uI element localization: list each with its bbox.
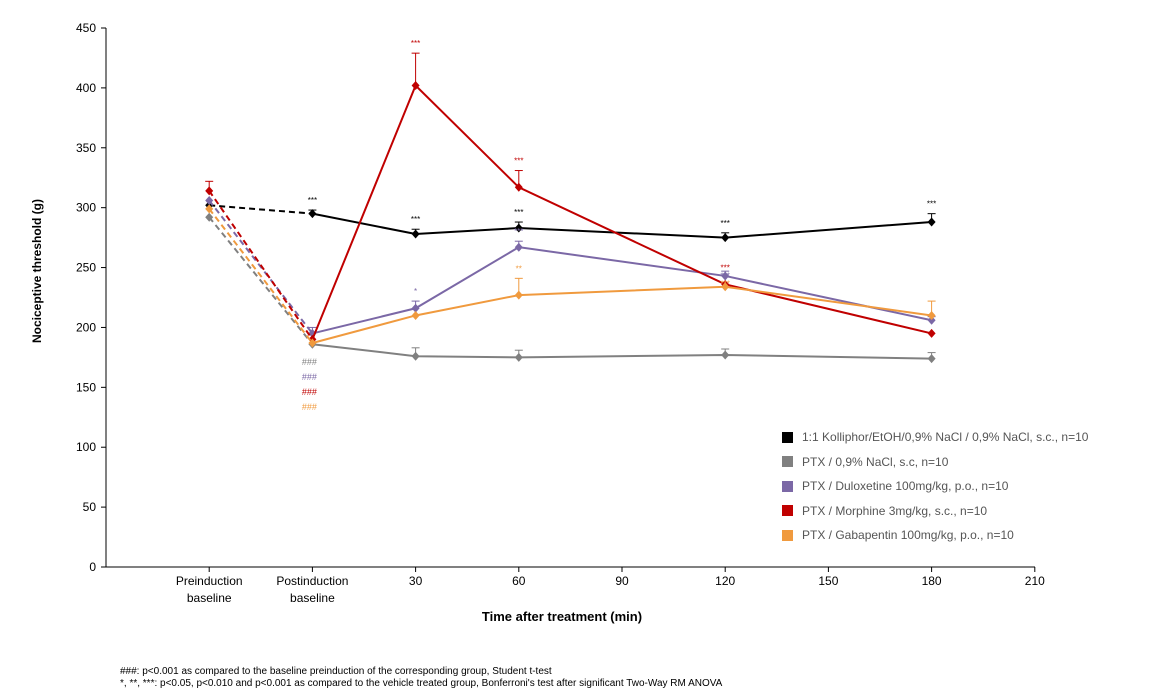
significance-marker: * [414,287,417,296]
x-tick-label: 210 [1025,574,1045,588]
hash-marker: ### [302,402,317,412]
hash-marker: ### [302,387,317,397]
data-point-marker [721,282,730,292]
data-point-marker [927,315,936,325]
data-point-marker [514,290,523,300]
significance-marker: *** [721,219,730,228]
data-point-marker [927,217,936,227]
data-point-marker [514,242,523,252]
data-point-marker [205,212,214,222]
y-tick-label: 100 [76,440,96,454]
series-dashed-segment [208,208,314,344]
data-point-marker [721,233,730,243]
legend-swatch [782,505,793,517]
data-point-marker [927,328,936,338]
series-dashed-segment [208,190,314,340]
y-tick-label: 250 [76,261,96,275]
legend-label: 1:1 Kolliphor/EtOH/0,9% NaCl / 0,9% NaCl… [802,430,1089,445]
y-tick-label: 400 [76,81,96,95]
significance-marker: ** [516,264,522,273]
series-dashed-segment [208,199,314,335]
y-tick-label: 450 [76,21,96,35]
significance-marker: *** [721,271,730,280]
legend-swatch [782,431,793,443]
x-tick-label: 120 [715,574,735,588]
y-tick-label: 50 [83,500,97,514]
data-point-marker [927,310,936,320]
x-tick-label: Postinduction baseline [276,574,348,605]
legend-item: PTX / Duloxetine 100mg/kg, p.o., n=10 [782,474,1088,499]
significance-marker: *** [514,157,523,166]
legend-item: 1:1 Kolliphor/EtOH/0,9% NaCl / 0,9% NaCl… [782,425,1088,450]
legend-label: PTX / Gabapentin 100mg/kg, p.o., n=10 [802,528,1014,543]
data-point-marker [411,303,420,313]
significance-marker: *** [927,200,936,209]
legend-label: PTX / Duloxetine 100mg/kg, p.o., n=10 [802,479,1009,494]
legend-swatch [782,456,793,468]
hash-marker: ### [302,357,317,367]
significance-marker: *** [721,279,730,288]
data-point-marker [308,338,317,348]
legend-swatch [782,529,793,541]
significance-marker: *** [514,208,523,217]
x-tick-label: 180 [922,574,942,588]
x-ticks: Preinduction baseline Postinduction baselin… [176,567,1045,605]
data-point-marker [205,195,214,205]
y-ticks: 0 50 100 150 200 250 300 350 400 450 [76,21,106,574]
x-tick-label: 60 [512,574,526,588]
legend: 1:1 Kolliphor/EtOH/0,9% NaCl / 0,9% NaCl… [782,425,1088,548]
data-point-marker [205,204,214,214]
series-line [312,285,932,344]
x-tick-label: 90 [615,574,629,588]
significance-marker: *** [411,215,420,224]
legend-item: PTX / 0,9% NaCl, s.c, n=10 [782,450,1088,475]
x-tick-label: Preinduction baseline [176,574,243,605]
y-axis-label: Nociceptive threshold (g) [30,199,44,343]
y-tick-label: 200 [76,320,96,334]
data-point-marker [411,229,420,239]
significance-marker: *** [308,196,317,205]
series-line [312,212,932,239]
plot-area: *************************** *********####… [205,39,936,412]
data-point-marker [514,182,523,192]
data-point-marker [205,186,214,196]
significance-marker: *** [411,39,420,48]
legend-item: PTX / Gabapentin 100mg/kg, p.o., n=10 [782,523,1088,548]
significance-marker: *** [721,263,730,272]
series-line [312,343,932,360]
series-dashed-segment [209,204,313,215]
legend-label: PTX / 0,9% NaCl, s.c, n=10 [802,454,949,469]
data-point-marker [721,271,730,281]
footnote-stars: *, **, ***: p<0.05, p<0.010 and p<0.001 … [120,678,723,689]
data-point-marker [721,350,730,360]
y-tick-label: 350 [76,141,96,155]
legend-item: PTX / Morphine 3mg/kg, s.c., n=10 [782,499,1088,524]
data-point-marker [411,310,420,320]
data-point-marker [411,80,420,90]
legend-label: PTX / Morphine 3mg/kg, s.c., n=10 [802,503,988,518]
y-tick-label: 0 [89,560,96,574]
data-point-marker [927,354,936,364]
y-tick-label: 150 [76,380,96,394]
series-dashed-segment [208,216,314,345]
x-axis-label: Time after treatment (min) [482,609,642,624]
data-point-marker [514,223,523,233]
y-tick-label: 300 [76,201,96,215]
x-tick-label: 150 [818,574,838,588]
x-tick-label: 30 [409,574,423,588]
legend-swatch [782,480,793,492]
data-point-marker [514,352,523,362]
significance-marker: *** [514,227,523,236]
footnote-hash: ###: p<0.001 as compared to the baseline… [120,666,552,677]
data-point-marker [411,351,420,361]
data-point-marker [308,209,317,219]
hash-marker: ### [302,372,317,382]
